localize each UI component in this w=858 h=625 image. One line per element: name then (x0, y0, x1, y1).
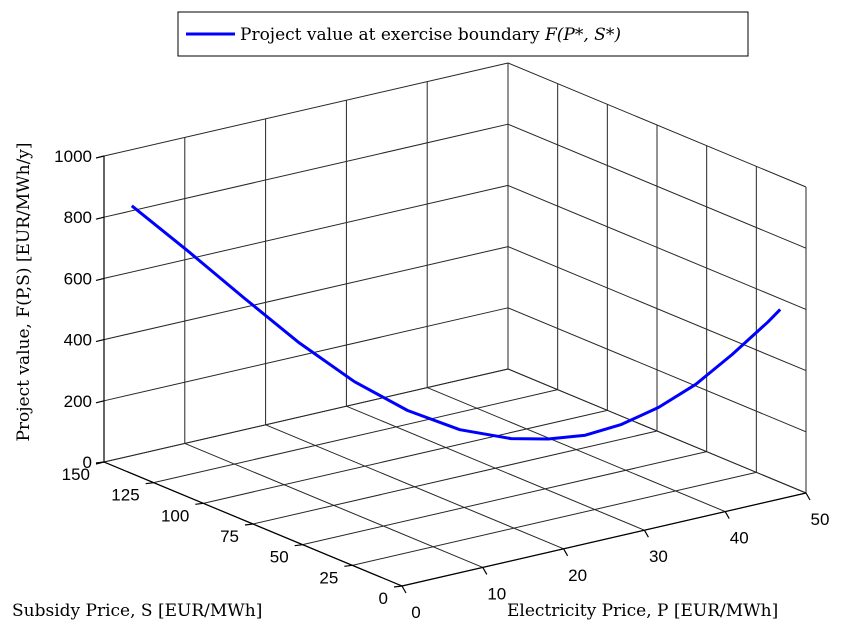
back-wall-grid-line (103, 246, 509, 341)
z-tick-label: 200 (64, 392, 92, 411)
y-tick-mark (294, 544, 303, 547)
z-tick-mark (95, 400, 105, 404)
y-tick-mark (393, 585, 403, 588)
legend-label: Project value at exercise boundary F(P*,… (240, 25, 621, 45)
y-tick-label: 0 (379, 589, 388, 608)
z-tick-mark (95, 277, 105, 281)
x-axis-line (401, 492, 807, 587)
z-tick-mark (95, 216, 105, 220)
floor-grid-line (153, 389, 558, 484)
z-tick-label: 1000 (54, 147, 92, 166)
z-axis-label: Project value, F(P,S) [EUR/MWh/y] (14, 142, 34, 441)
x-tick-label: 50 (811, 510, 830, 529)
x-tick-mark (482, 567, 488, 575)
back-wall-grid-line (103, 307, 509, 402)
legend-label-math: F(P*, S*) (544, 25, 621, 45)
floor-grid-line (352, 471, 757, 566)
grid-lines (103, 62, 807, 587)
x-tick-mark (643, 529, 649, 538)
z-tick-mark (95, 339, 105, 343)
z-tick-label: 0 (83, 453, 92, 472)
floor-grid-line (252, 430, 658, 525)
side-wall-grid-line (507, 307, 807, 433)
y-tick-mark (195, 502, 204, 505)
back-wall-grid-line (103, 184, 509, 279)
legend: Project value at exercise boundary F(P*,… (177, 11, 749, 57)
y-tick-label: 100 (161, 506, 189, 525)
x-tick-mark (724, 511, 730, 519)
x-tick-label: 10 (487, 584, 506, 603)
side-wall-grid-line (507, 368, 807, 494)
x-tick-label: 40 (730, 529, 749, 548)
axis-lines (95, 155, 811, 594)
y-tick-mark (344, 564, 353, 567)
x-tick-mark (563, 548, 569, 557)
series-line (130, 204, 782, 441)
legend-label-text: Project value at exercise boundary (240, 25, 545, 45)
side-wall-grid-line (507, 246, 807, 372)
x-tick-label: 30 (649, 547, 668, 566)
y-tick-mark (145, 482, 154, 485)
y-axis-label: Subsidy Price, S [EUR/MWh] (12, 601, 262, 621)
y-tick-label: 75 (220, 527, 239, 546)
z-tick-label: 600 (64, 269, 92, 288)
z-tick-mark (95, 155, 105, 159)
back-wall-grid-line (103, 368, 509, 463)
z-tick-label: 400 (64, 331, 92, 350)
y-tick-label: 150 (62, 465, 90, 484)
back-wall-grid-line (103, 123, 509, 218)
side-wall-grid-line (507, 62, 807, 188)
tick-labels: 0102030405002550751001251500200400600800… (54, 147, 829, 622)
y-tick-mark (244, 523, 254, 526)
floor-grid-line (203, 409, 608, 504)
y-tick-label: 25 (319, 568, 338, 587)
x-tick-mark (805, 492, 811, 501)
x-tick-mark (401, 585, 407, 594)
x-tick-label: 20 (568, 566, 587, 585)
back-wall-grid-line (103, 62, 509, 157)
series-layer (130, 204, 782, 441)
floor-grid-line (302, 451, 707, 546)
z-tick-mark (95, 461, 105, 465)
z-tick-label: 800 (64, 208, 92, 227)
x-tick-label: 0 (411, 603, 420, 622)
legend-box (177, 11, 749, 57)
x-axis-label: Electricity Price, P [EUR/MWh] (507, 601, 778, 621)
side-wall-grid-line (507, 184, 807, 310)
y-tick-label: 125 (111, 486, 139, 505)
y-tick-label: 50 (270, 548, 289, 567)
side-wall-grid-line (507, 123, 807, 249)
